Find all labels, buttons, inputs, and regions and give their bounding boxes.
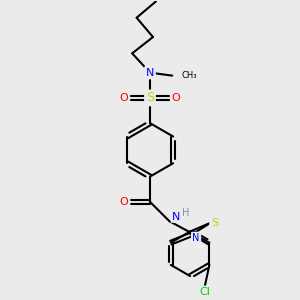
Text: H: H [182,208,189,218]
Text: Cl: Cl [200,287,210,297]
Text: N: N [172,212,180,222]
Text: N: N [192,233,200,243]
Text: O: O [120,93,128,103]
Text: O: O [172,93,180,103]
Text: CH₃: CH₃ [181,71,197,80]
Text: N: N [146,68,154,78]
Text: O: O [120,197,128,207]
Text: S: S [211,218,218,228]
Text: S: S [146,92,154,104]
